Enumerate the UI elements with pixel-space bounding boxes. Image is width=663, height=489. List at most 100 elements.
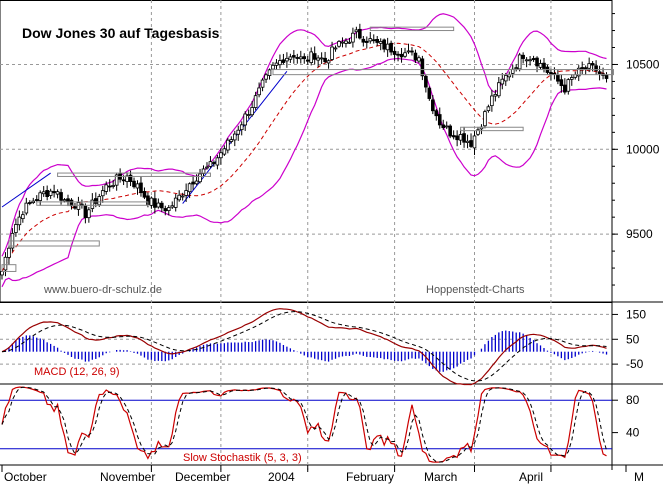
candle-body: [590, 63, 595, 66]
candle-body: [535, 57, 539, 67]
candle-body: [288, 56, 293, 60]
candle-body: [73, 206, 77, 209]
candle-body: [114, 174, 119, 186]
candle-body: [215, 157, 220, 166]
candle-body: [500, 78, 505, 85]
candle-body: [371, 39, 376, 42]
candle-body: [3, 256, 8, 271]
trend-line: [1, 172, 51, 208]
macd-tick-label: 150: [626, 307, 646, 321]
month-label: M: [634, 470, 644, 484]
candle-body: [260, 79, 265, 88]
candle-body: [285, 57, 289, 62]
candle-body: [302, 56, 307, 60]
candle-body: [232, 133, 237, 141]
price-tick-label: 10000: [626, 142, 660, 156]
candle-body: [427, 87, 432, 99]
candle-body: [309, 51, 314, 63]
candle-body: [222, 148, 227, 155]
candle-body: [90, 199, 95, 209]
stoch-label: Slow Stochastik (5, 3, 3): [183, 452, 302, 464]
month-label: March: [424, 470, 457, 484]
candle-body: [292, 55, 296, 58]
candle-body: [399, 53, 404, 58]
candle-body: [298, 56, 303, 60]
candle-body: [7, 247, 11, 258]
candle-body: [31, 200, 36, 203]
month-label: February: [346, 470, 394, 484]
candle-body: [434, 110, 439, 117]
candle-body: [389, 42, 393, 53]
candle-body: [173, 197, 178, 208]
candle-body: [483, 111, 487, 127]
candle-body: [160, 202, 164, 209]
candle-body: [177, 194, 181, 201]
candle-body: [271, 64, 275, 70]
candle-body: [184, 190, 188, 196]
candle-body: [76, 202, 81, 210]
watermark-left: www.buero-dr-schulz.de: [43, 284, 162, 296]
candle-body: [382, 39, 386, 50]
candle-body: [563, 84, 567, 93]
candle-body: [448, 125, 452, 137]
candle-body: [358, 28, 362, 39]
candle-body: [333, 47, 338, 50]
candle-body: [437, 114, 442, 126]
stoch-d-line: [1, 386, 607, 463]
candle-body: [354, 29, 359, 33]
candle-body: [163, 208, 168, 212]
candle-body: [180, 195, 185, 198]
candle-body: [104, 184, 109, 192]
candle-body: [0, 271, 4, 276]
candle-body: [295, 57, 300, 59]
candle-body: [538, 63, 543, 68]
price-tick-label: 9500: [626, 227, 653, 241]
candle-body: [128, 174, 133, 182]
candle-body: [351, 32, 355, 43]
candle-body: [417, 57, 421, 62]
candle-body: [323, 57, 327, 63]
candle-body: [149, 197, 154, 206]
candle-body: [469, 140, 473, 147]
candle-body: [17, 216, 22, 226]
candle-body: [503, 75, 508, 82]
watermark-right: Hoppenstedt-Charts: [426, 284, 525, 296]
candle-body: [226, 139, 230, 151]
range-box: [460, 126, 524, 132]
candle-body: [111, 185, 115, 187]
candle-body: [403, 52, 407, 57]
candle-body: [486, 106, 491, 112]
candle-body: [62, 199, 67, 202]
candle-body: [559, 79, 564, 87]
candle-body: [250, 107, 254, 116]
candle-body: [531, 58, 536, 61]
candle-body: [87, 209, 91, 219]
candle-body: [21, 214, 25, 220]
candle-body: [139, 182, 143, 194]
price-tick-label: 10500: [626, 57, 660, 71]
candle-body: [556, 74, 560, 82]
candle-body: [205, 166, 209, 169]
macd-tick-label: 50: [626, 332, 640, 346]
candle-body: [312, 53, 317, 60]
candle-body: [476, 129, 480, 135]
candle-body: [264, 74, 268, 80]
candle-body: [424, 75, 428, 88]
candle-body: [219, 152, 223, 159]
candle-body: [451, 135, 456, 138]
candle-body: [326, 60, 331, 64]
candle-body: [521, 54, 525, 59]
bollinger-lower-band: [1, 57, 607, 288]
candle-body: [587, 63, 591, 69]
range-box: [272, 69, 614, 76]
candle-body: [431, 99, 435, 112]
candle-body: [52, 191, 56, 194]
candle-body: [66, 198, 70, 202]
candle-body: [514, 67, 518, 70]
candle-body: [413, 52, 418, 61]
candle-body: [187, 183, 192, 193]
candle-body: [257, 87, 261, 96]
candle-body: [59, 192, 63, 201]
candle-body: [583, 67, 588, 70]
